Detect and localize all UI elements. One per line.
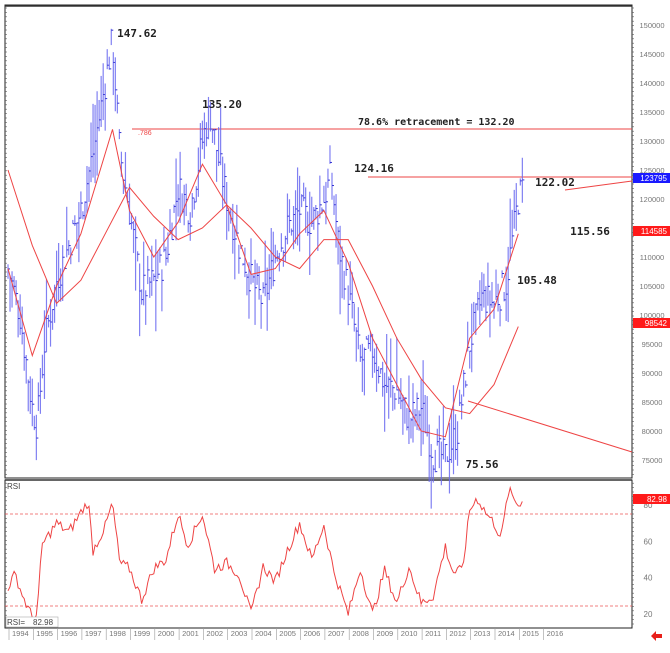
year-tick-label: 1997 bbox=[85, 629, 102, 638]
label-peak-2002: 135.20 bbox=[202, 98, 242, 111]
year-tick-label: 2009 bbox=[377, 629, 394, 638]
price-tick-label: 100000 bbox=[639, 311, 664, 320]
last-price-tag: 123795 bbox=[633, 173, 670, 183]
rsi-tag-value: 82.98 bbox=[647, 495, 668, 504]
year-tick-label: 2011 bbox=[425, 629, 441, 638]
short-ma-value: 114585 bbox=[641, 227, 668, 236]
year-tick-label: 2014 bbox=[498, 629, 515, 638]
price-tick-label: 140000 bbox=[639, 79, 664, 88]
year-tick-label: 2010 bbox=[401, 629, 418, 638]
rsi-readout-box bbox=[5, 616, 59, 628]
arrow-left-icon[interactable] bbox=[651, 631, 662, 641]
rsi-panel bbox=[4, 479, 633, 629]
price-tick-label: 125000 bbox=[639, 166, 664, 175]
label-peak-1998: 147.62 bbox=[117, 27, 157, 40]
label-level-2014: 105.48 bbox=[517, 274, 557, 287]
year-tick-label: 2012 bbox=[449, 629, 466, 638]
left-axis-ticks bbox=[5, 7, 7, 625]
price-axis: 150000 145000 140000 135000 130000 125000 1200… bbox=[639, 21, 664, 465]
year-tick-label: 1999 bbox=[134, 629, 151, 638]
year-axis: 1994 1995 1996 1997 1998 1999 2000 2001 2002 2003… bbox=[8, 628, 564, 640]
label-peak-2007: 124.16 bbox=[354, 162, 394, 175]
right-axis-ticks bbox=[632, 7, 634, 625]
rsi-value-tag: 82.98 bbox=[633, 494, 670, 504]
price-tick-label: 90000 bbox=[642, 369, 663, 378]
year-tick-label: 2006 bbox=[304, 629, 321, 638]
short-ma-tag: 114585 bbox=[633, 226, 670, 236]
price-tick-label: 85000 bbox=[642, 398, 663, 407]
downtrend-line bbox=[467, 400, 633, 453]
rsi-tick-label: 40 bbox=[644, 574, 653, 583]
year-tick-label: 1995 bbox=[36, 629, 53, 638]
year-tick-label: 1998 bbox=[109, 629, 126, 638]
rsi-tick-label: 80 bbox=[644, 501, 653, 510]
price-bars bbox=[7, 28, 525, 509]
year-tick-label: 2005 bbox=[279, 629, 296, 638]
label-low-2012: 75.56 bbox=[465, 458, 498, 471]
price-tick-label: 110000 bbox=[640, 253, 664, 262]
year-tick-label: 2001 bbox=[182, 629, 199, 638]
year-tick-label: 2003 bbox=[231, 629, 248, 638]
price-tick-label: 145000 bbox=[639, 50, 664, 59]
long-moving-average bbox=[7, 169, 519, 415]
year-tick-label: 1996 bbox=[61, 629, 78, 638]
retracement-label: 78.6% retracement = 132.20 bbox=[358, 117, 515, 128]
price-tick-label: 130000 bbox=[639, 137, 664, 146]
year-tick-label: 2004 bbox=[255, 629, 272, 638]
rsi-title: RSI bbox=[7, 482, 20, 491]
price-tick-label: 150000 bbox=[639, 21, 664, 30]
year-tick-label: 2016 bbox=[547, 629, 564, 638]
short-moving-average bbox=[7, 129, 519, 438]
label-ma-2015: 115.56 bbox=[570, 225, 610, 238]
year-tick-label: 2008 bbox=[352, 629, 369, 638]
price-tick-label: 75000 bbox=[642, 456, 663, 465]
price-tick-label: 80000 bbox=[642, 427, 663, 436]
year-tick-label: 2007 bbox=[328, 629, 345, 638]
fib-tag: .786 bbox=[138, 130, 152, 137]
rsi-tick-label: 20 bbox=[644, 610, 653, 619]
long-ma-value: 98542 bbox=[645, 319, 668, 328]
year-tick-label: 2000 bbox=[158, 629, 175, 638]
price-panel bbox=[4, 4, 633, 479]
price-tick-label: 105000 bbox=[639, 282, 664, 291]
year-tick-label: 2002 bbox=[206, 629, 223, 638]
rsi-readout-label: RSI= bbox=[7, 618, 25, 627]
rsi-line bbox=[7, 485, 523, 622]
label-high-2015: 122.02 bbox=[535, 176, 575, 189]
price-tick-label: 135000 bbox=[639, 108, 664, 117]
rsi-axis: 80 60 40 20 bbox=[644, 501, 653, 619]
long-ma-tag: 98542 bbox=[633, 318, 670, 328]
last-price-value: 123795 bbox=[640, 174, 667, 183]
year-tick-label: 1994 bbox=[12, 629, 29, 638]
rsi-tick-label: 60 bbox=[644, 537, 653, 546]
price-tick-label: 95000 bbox=[642, 340, 663, 349]
rsi-readout-value: 82.98 bbox=[33, 618, 54, 627]
price-tick-label: 120000 bbox=[639, 195, 664, 204]
upper-trend-line bbox=[564, 180, 633, 191]
year-tick-label: 2015 bbox=[522, 629, 539, 638]
year-tick-label: 2013 bbox=[474, 629, 491, 638]
